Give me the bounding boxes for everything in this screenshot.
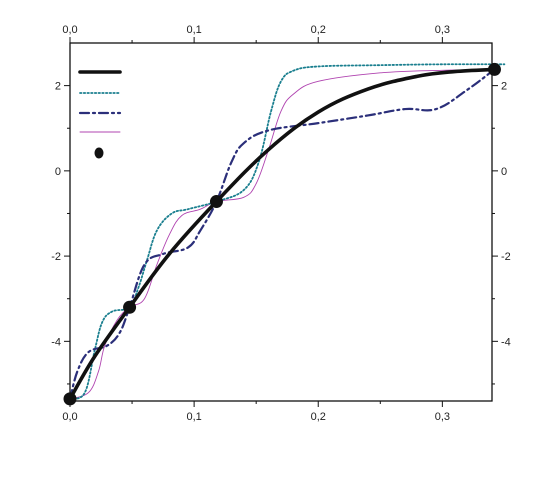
y-tick-label-left: -2 — [51, 251, 61, 263]
data-point-marker — [123, 300, 137, 314]
axes: 0,0 0,0 0,1 0,1 0,2 0,2 0,3 0,3 -4 -4 -2 -2 0 0 2 2 — [51, 24, 511, 423]
data-markers — [63, 62, 501, 406]
x-tick-label-top: 0,0 — [62, 24, 77, 36]
y-tick-label-right: -4 — [501, 336, 511, 348]
series-lines — [68, 63, 506, 401]
x-tick-label-bottom: 0,1 — [186, 411, 201, 423]
y-tick-label-right: 0 — [501, 166, 507, 178]
data-point-marker — [209, 195, 223, 209]
series-line-dash-dot — [68, 68, 496, 400]
y-tick-label-left: 0 — [55, 166, 61, 178]
series-line-thin — [69, 68, 495, 400]
x-tick-label-top: 0,2 — [311, 24, 326, 36]
legend — [78, 70, 122, 159]
y-tick-label-right: 2 — [501, 81, 507, 93]
x-tick-label-bottom: 0,0 — [62, 411, 77, 423]
y-tick-label-right: -2 — [501, 251, 511, 263]
x-tick-label-top: 0,1 — [186, 24, 201, 36]
x-tick-label-bottom: 0,3 — [435, 411, 450, 423]
x-tick-label-top: 0,3 — [435, 24, 450, 36]
y-tick-label-left: -4 — [51, 336, 61, 348]
series-line-dotted — [69, 63, 506, 400]
data-point-marker — [487, 62, 501, 76]
y-tick-label-left: 2 — [55, 81, 61, 93]
legend-swatch-marker — [94, 147, 104, 159]
series-line-solid-thick — [68, 67, 497, 401]
plot-frame — [69, 42, 493, 402]
x-tick-label-bottom: 0,2 — [311, 411, 326, 423]
data-point-marker — [63, 392, 77, 406]
